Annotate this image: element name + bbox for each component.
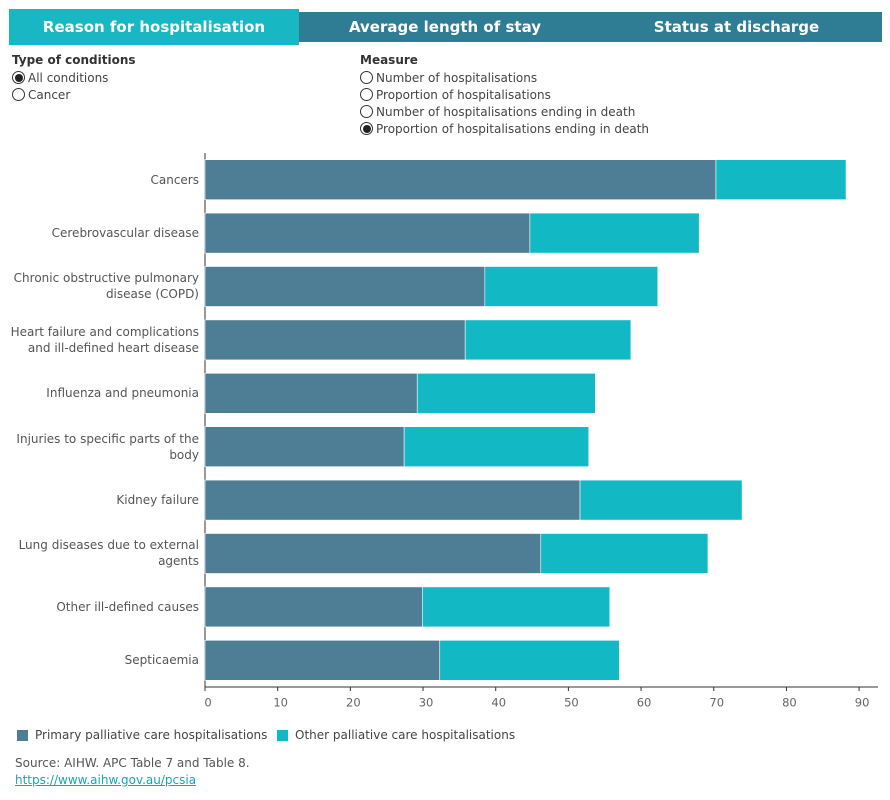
option-label: All conditions [28,70,109,85]
radio-option[interactable]: Number of hospitalisations [360,69,537,86]
bar [204,426,405,468]
tab[interactable]: Average length of stay [348,18,542,36]
bar [579,479,743,521]
radio-option[interactable]: Cancer [12,86,70,103]
bar [204,479,581,521]
option-label: Proportion of hospitalisations [376,87,551,102]
y-tick-label: Influenza and pneumonia [46,386,199,401]
bar [204,639,441,681]
tab[interactable]: Status at discharge [653,18,820,36]
filter-title: Measure [360,53,418,67]
option-label: Number of hospitalisations ending in dea… [376,104,636,119]
y-tick-label: Lung diseases due to external agents [18,538,199,569]
bar [204,586,423,628]
y-tick-label: Injuries to specific parts of the body [16,431,199,462]
bar [204,319,466,361]
x-tick-label: 10 [273,696,288,710]
legend-label: Other palliative care hospitalisations [295,728,516,742]
bar [204,266,486,307]
bar [529,212,700,254]
option-label: Proportion of hospitalisations ending in… [376,121,650,136]
bar [204,533,542,574]
bar [416,372,596,414]
tab-bar [299,12,882,42]
x-tick-label: 50 [564,696,579,710]
bar [464,319,632,361]
x-tick-label: 30 [419,696,434,710]
legend-label: Primary palliative care hospitalisations [35,728,268,742]
y-tick-label: Kidney failure [116,493,199,508]
y-tick-label: Other ill-defined causes [56,599,199,614]
bar [204,372,418,414]
bar [484,266,659,307]
x-tick-label: 80 [782,696,797,710]
x-tick-label: 0 [204,696,211,710]
bar [403,426,590,468]
x-tick-label: 20 [346,696,361,710]
x-tick-label: 90 [855,696,870,710]
legend-item: Primary palliative care hospitalisations [17,728,267,742]
bar [439,639,620,681]
x-tick-label: 40 [491,696,506,710]
y-tick-label: Cerebrovascular disease [51,226,199,241]
source: Source: AIHW. APC Table 7 and Table 8. [15,756,250,770]
x-tick-label: 60 [637,696,652,710]
legend-swatch [277,729,288,741]
bar [422,586,611,628]
radio-option[interactable]: Proportion of hospitalisations [360,86,551,103]
x-tick-label: 70 [709,696,724,710]
bar [715,159,847,200]
tab[interactable]: Reason for hospitalisation [9,9,299,45]
y-tick-label: Cancers [150,172,199,187]
y-tick-label: Chronic obstructive pulmonary disease (C… [13,271,199,302]
y-tick-label: Septicaemia [124,653,199,668]
y-tick-label: Heart failure and complications and ill-… [10,324,199,355]
bar [540,533,709,574]
radio-option[interactable]: All conditions [12,69,108,86]
option-label: Number of hospitalisations [376,70,538,85]
bar [204,212,531,254]
filter-title: Type of conditions [12,53,136,67]
legend-item: Other palliative care hospitalisations [277,728,515,742]
option-label: Cancer [28,87,71,102]
radio-option[interactable]: Proportion of hospitalisations ending in… [360,120,649,137]
radio-option[interactable]: Number of hospitalisations ending in dea… [360,103,635,120]
bar [204,159,717,200]
legend-swatch [17,729,28,741]
source-link[interactable]: https://www.aihw.gov.au/pcsia [15,773,197,787]
